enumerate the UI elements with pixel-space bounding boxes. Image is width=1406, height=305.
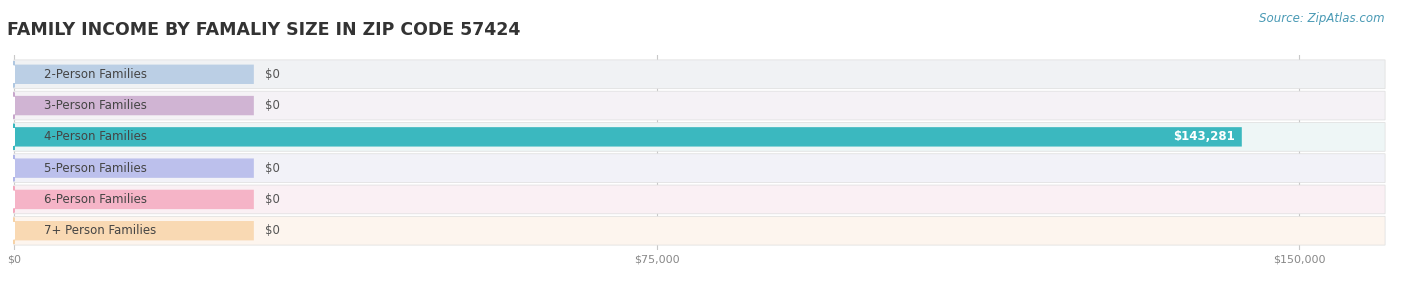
FancyBboxPatch shape [14,65,254,84]
Text: $0: $0 [264,99,280,112]
Text: 4-Person Families: 4-Person Families [44,130,148,143]
FancyBboxPatch shape [14,185,1385,214]
Text: $0: $0 [264,193,280,206]
Text: Source: ZipAtlas.com: Source: ZipAtlas.com [1260,12,1385,25]
Text: FAMILY INCOME BY FAMALIY SIZE IN ZIP CODE 57424: FAMILY INCOME BY FAMALIY SIZE IN ZIP COD… [7,21,520,39]
FancyBboxPatch shape [14,127,1241,147]
Text: $0: $0 [264,162,280,175]
Text: 7+ Person Families: 7+ Person Families [44,224,156,237]
Text: 3-Person Families: 3-Person Families [44,99,148,112]
FancyBboxPatch shape [14,154,1385,182]
FancyBboxPatch shape [14,190,254,209]
Text: 5-Person Families: 5-Person Families [44,162,148,175]
Text: 2-Person Families: 2-Person Families [44,68,148,81]
Text: 6-Person Families: 6-Person Families [44,193,148,206]
FancyBboxPatch shape [14,60,1385,89]
FancyBboxPatch shape [14,221,254,240]
Text: $0: $0 [264,224,280,237]
Text: $143,281: $143,281 [1173,130,1234,143]
FancyBboxPatch shape [14,96,254,115]
FancyBboxPatch shape [14,123,1385,151]
FancyBboxPatch shape [14,158,254,178]
FancyBboxPatch shape [14,216,1385,245]
FancyBboxPatch shape [14,91,1385,120]
Text: $0: $0 [264,68,280,81]
